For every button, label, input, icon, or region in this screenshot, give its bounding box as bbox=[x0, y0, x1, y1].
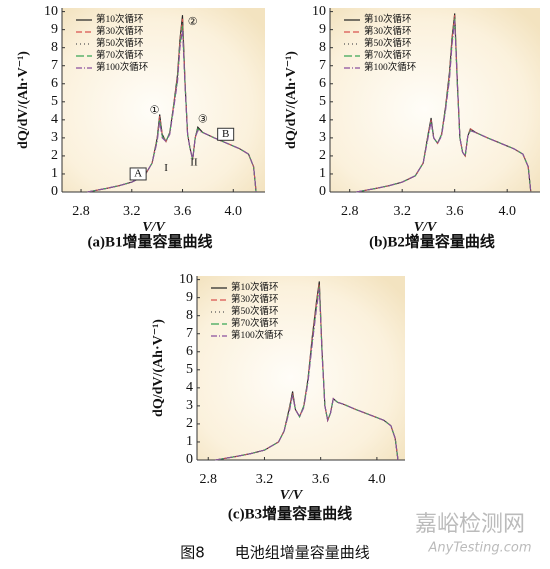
legend-label: 第10次循环 bbox=[364, 13, 412, 25]
y-tick-label: 8 bbox=[319, 40, 326, 55]
annotation: A bbox=[134, 167, 142, 179]
y-tick-label: 7 bbox=[319, 58, 326, 73]
legend-label: 第30次循环 bbox=[96, 25, 144, 37]
y-tick-label: 4 bbox=[51, 112, 58, 127]
figure-caption: 图8 电池组增量容量曲线 bbox=[180, 544, 370, 562]
x-tick-label: 2.8 bbox=[199, 472, 217, 487]
watermark-sub: AnyTesting.com bbox=[427, 541, 531, 556]
x-tick-label: 2.8 bbox=[341, 204, 359, 219]
y-tick-label: 5 bbox=[186, 362, 193, 377]
annotation-box bbox=[217, 127, 235, 141]
series-line bbox=[215, 288, 399, 461]
annotation: ③ bbox=[198, 113, 208, 125]
x-tick-label: 3.2 bbox=[123, 204, 141, 219]
y-tick-label: 3 bbox=[51, 130, 58, 145]
x-axis-label: V/V bbox=[280, 488, 304, 503]
y-tick-label: 0 bbox=[319, 184, 326, 199]
y-tick-label: 10 bbox=[179, 272, 193, 287]
annotation: I bbox=[164, 162, 168, 174]
y-tick-label: 9 bbox=[186, 290, 193, 305]
y-tick-label: 2 bbox=[51, 148, 58, 163]
y-axis-label: dQ/dV/(Ah·V⁻¹) bbox=[16, 51, 31, 149]
y-tick-label: 2 bbox=[319, 148, 326, 163]
y-tick-label: 9 bbox=[51, 22, 58, 37]
series-line bbox=[215, 286, 399, 461]
subplot-caption: (b)B2增量容量曲线 bbox=[369, 232, 495, 250]
y-tick-label: 6 bbox=[319, 76, 326, 91]
x-tick-label: 3.2 bbox=[393, 204, 411, 219]
y-tick-label: 9 bbox=[319, 22, 326, 37]
legend-label: 第100次循环 bbox=[364, 61, 416, 73]
legend-label: 第10次循环 bbox=[231, 281, 279, 293]
y-tick-label: 5 bbox=[51, 94, 58, 109]
y-tick-label: 6 bbox=[51, 76, 58, 91]
subplot-caption: (c)B3增量容量曲线 bbox=[228, 504, 352, 522]
y-axis-label: dQ/dV/(Ah·V⁻¹) bbox=[284, 51, 299, 149]
x-tick-label: 2.8 bbox=[72, 204, 90, 219]
x-tick-label: 4.0 bbox=[498, 204, 516, 219]
y-tick-label: 3 bbox=[319, 130, 326, 145]
y-tick-label: 8 bbox=[186, 308, 193, 323]
y-tick-label: 1 bbox=[319, 166, 326, 181]
y-tick-label: 1 bbox=[51, 166, 58, 181]
y-axis-label: dQ/dV/(Ah·V⁻¹) bbox=[151, 319, 166, 417]
x-axis-label: V/V bbox=[142, 220, 166, 235]
x-axis-label: V/V bbox=[414, 220, 438, 235]
legend-label: 第30次循环 bbox=[231, 293, 279, 305]
legend-label: 第70次循环 bbox=[96, 49, 144, 61]
series-line bbox=[87, 29, 257, 193]
plot-background bbox=[330, 8, 540, 192]
watermark: 嘉峪检测网 bbox=[415, 512, 525, 537]
y-tick-label: 0 bbox=[186, 452, 193, 467]
legend-label: 第100次循环 bbox=[231, 329, 283, 341]
y-tick-label: 7 bbox=[186, 326, 193, 341]
legend-label: 第30次循环 bbox=[364, 25, 412, 37]
plot-background bbox=[197, 276, 405, 460]
series-line bbox=[356, 20, 532, 193]
y-tick-label: 7 bbox=[51, 58, 58, 73]
y-tick-label: 6 bbox=[186, 344, 193, 359]
annotation: ① bbox=[150, 104, 160, 116]
legend-label: 第100次循环 bbox=[96, 61, 148, 73]
y-tick-label: 10 bbox=[44, 4, 58, 19]
x-tick-label: 3.6 bbox=[446, 204, 464, 219]
y-tick-label: 2 bbox=[186, 416, 193, 431]
annotation: ② bbox=[188, 16, 198, 28]
y-tick-label: 5 bbox=[319, 94, 326, 109]
y-tick-label: 4 bbox=[186, 380, 193, 395]
legend-label: 第10次循环 bbox=[96, 13, 144, 25]
y-tick-label: 8 bbox=[51, 40, 58, 55]
legend-label: 第50次循环 bbox=[96, 37, 144, 49]
annotation-box bbox=[129, 167, 147, 181]
x-tick-label: 3.2 bbox=[256, 472, 274, 487]
x-tick-label: 4.0 bbox=[368, 472, 386, 487]
annotation: B bbox=[222, 128, 229, 140]
plot-background bbox=[62, 8, 265, 192]
y-tick-label: 3 bbox=[186, 398, 193, 413]
y-tick-label: 1 bbox=[186, 434, 193, 449]
subplot-caption: (a)B1增量容量曲线 bbox=[88, 232, 213, 250]
y-tick-label: 0 bbox=[51, 184, 58, 199]
x-tick-label: 3.6 bbox=[312, 472, 330, 487]
legend-label: 第50次循环 bbox=[364, 37, 412, 49]
y-tick-label: 10 bbox=[312, 4, 326, 19]
x-tick-label: 4.0 bbox=[225, 204, 243, 219]
annotation: II bbox=[190, 157, 198, 169]
y-tick-label: 4 bbox=[319, 112, 326, 127]
x-tick-label: 3.6 bbox=[174, 204, 192, 219]
legend-label: 第70次循环 bbox=[231, 317, 279, 329]
legend-label: 第70次循环 bbox=[364, 49, 412, 61]
legend-label: 第50次循环 bbox=[231, 305, 279, 317]
